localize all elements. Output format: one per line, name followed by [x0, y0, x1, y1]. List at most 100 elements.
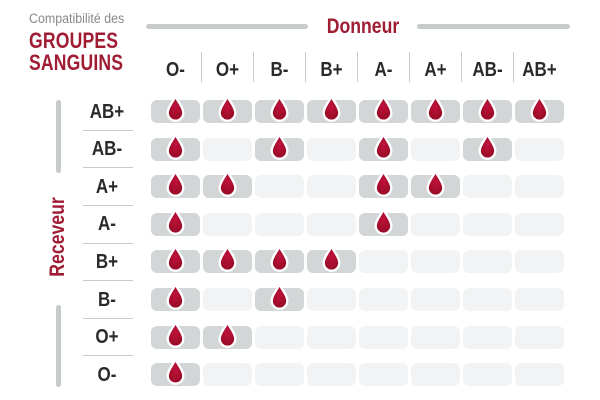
cell-A+-A-	[359, 170, 408, 199]
recipient-header-A+: A+	[95, 175, 119, 198]
recipient-header-AB-: AB-	[91, 138, 123, 161]
recipient-header-O+: O+	[95, 326, 119, 349]
cell-AB+-AB+	[515, 95, 564, 123]
blood-drop-icon	[166, 245, 185, 273]
cell-A--B-	[255, 212, 304, 236]
blood-drop-icon	[374, 170, 393, 197]
cell-AB+-AB-	[463, 95, 512, 123]
donor-axis-label: Donneur	[326, 15, 400, 38]
cell-AB--O-	[151, 132, 200, 161]
cell-A+-AB-	[463, 175, 512, 199]
blood-drop-icon	[426, 170, 445, 197]
recipient-header-B-: B-	[98, 288, 116, 311]
blood-drop-icon	[478, 95, 497, 122]
cell-O+-A-	[359, 325, 408, 349]
cell-AB+-O-	[151, 95, 200, 123]
blood-drop-icon	[322, 95, 341, 122]
cell-A--O-	[151, 208, 200, 236]
blood-drop-icon	[374, 208, 393, 235]
cell-AB--AB+	[515, 137, 564, 161]
blood-drop-icon	[218, 320, 237, 348]
cell-B+-O+	[203, 245, 252, 274]
cell-AB--B-	[255, 132, 304, 161]
blood-drop-icon	[166, 283, 185, 310]
cell-O--O-	[151, 358, 200, 387]
cell-A--A+	[411, 212, 460, 236]
donor-header-B-: B-	[270, 59, 289, 81]
cell-A+-O+	[203, 170, 252, 199]
row-divider	[83, 355, 133, 357]
cell-B+-B-	[255, 245, 304, 274]
cell-A+-O-	[151, 170, 200, 199]
blood-drop-icon	[374, 95, 393, 122]
cell-A--AB+	[515, 212, 564, 236]
cell-O--AB-	[463, 363, 512, 387]
cell-AB--AB-	[463, 132, 512, 161]
column-divider	[513, 52, 514, 82]
cell-O+-O+	[203, 320, 252, 349]
cell-B+-O-	[151, 245, 200, 274]
blood-drop-icon	[166, 95, 185, 122]
cell-AB--A-	[359, 132, 408, 161]
row-divider	[83, 280, 133, 282]
column-divider	[357, 52, 358, 82]
row-divider	[83, 167, 133, 169]
cell-B+-A-	[359, 250, 408, 274]
recipient-header-AB+: AB+	[89, 100, 125, 123]
title-eyebrow: Compatibilité des	[29, 11, 125, 26]
cell-O+-O-	[151, 320, 200, 349]
cell-B--B-	[255, 283, 304, 311]
blood-drop-icon	[426, 95, 445, 122]
cell-AB--B+	[307, 137, 356, 161]
donor-header-B+: B+	[320, 59, 343, 81]
blood-drop-icon	[166, 320, 185, 348]
donor-header-A+: A+	[424, 59, 447, 81]
cell-AB--O+	[203, 137, 252, 161]
row-divider	[83, 129, 133, 131]
donor-line-left	[146, 24, 308, 29]
recipient-axis-label: Receveur	[46, 197, 69, 277]
cell-B--O-	[151, 283, 200, 311]
title-line2: SANGUINS	[29, 50, 124, 75]
blood-drop-icon	[478, 132, 497, 160]
cell-O+-AB+	[515, 325, 564, 349]
blood-drop-icon	[166, 132, 185, 160]
blood-drop-icon	[374, 132, 393, 160]
donor-header-AB+: AB+	[522, 59, 557, 81]
cell-B+-A+	[411, 250, 460, 274]
donor-header-O-: O-	[166, 59, 185, 81]
cell-A--O+	[203, 212, 252, 236]
cell-A+-A+	[411, 170, 460, 199]
donor-header-AB-: AB-	[472, 59, 503, 81]
row-divider	[83, 205, 133, 206]
cell-O--O+	[203, 363, 252, 387]
column-divider	[253, 52, 254, 82]
column-divider	[201, 52, 202, 82]
blood-drop-icon	[270, 132, 289, 160]
cell-AB+-A+	[411, 95, 460, 123]
cell-B+-AB-	[463, 250, 512, 274]
cell-O--AB+	[515, 363, 564, 387]
blood-drop-icon	[270, 283, 289, 310]
row-divider	[83, 242, 133, 244]
cell-B--A-	[359, 288, 408, 311]
recipient-line-bottom	[56, 305, 61, 387]
blood-drop-icon	[218, 95, 237, 122]
cell-O+-B+	[307, 325, 356, 349]
cell-B--B+	[307, 288, 356, 311]
blood-drop-icon	[270, 95, 289, 122]
cell-B--AB+	[515, 288, 564, 311]
cell-A+-B+	[307, 175, 356, 199]
cell-O--A-	[359, 363, 408, 387]
cell-O--B+	[307, 363, 356, 387]
cell-O+-B-	[255, 325, 304, 349]
donor-header-O+: O+	[215, 59, 240, 81]
recipient-header-O-: O-	[97, 363, 117, 386]
blood-drop-icon	[218, 245, 237, 273]
recipient-line-top	[56, 100, 61, 173]
cell-B--AB-	[463, 288, 512, 311]
blood-drop-icon	[166, 208, 185, 235]
cell-B+-AB+	[515, 250, 564, 274]
recipient-header-B+: B+	[95, 250, 119, 273]
blood-drop-icon	[530, 95, 549, 122]
